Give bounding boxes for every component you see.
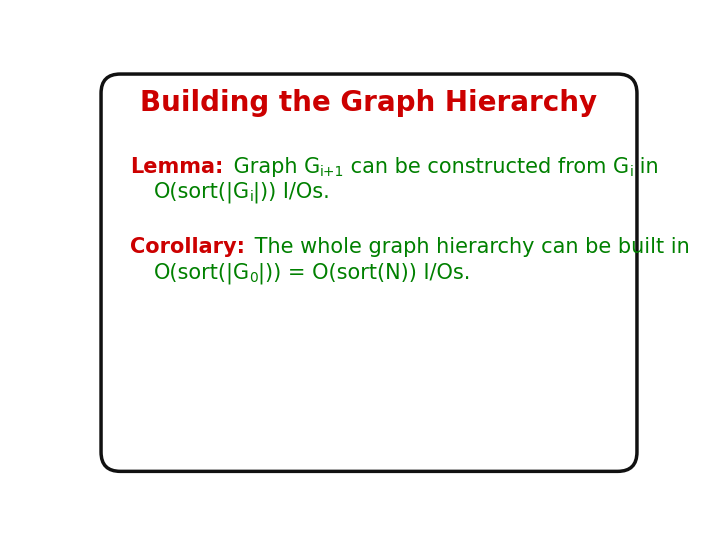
Text: i+1: i+1	[320, 165, 344, 179]
FancyBboxPatch shape	[101, 74, 637, 471]
Text: Corollary:: Corollary:	[130, 238, 246, 258]
Text: |)) = O(sort(N)) I/Os.: |)) = O(sort(N)) I/Os.	[258, 262, 471, 284]
Text: Lemma:: Lemma:	[130, 157, 224, 177]
Text: can be constructed from G: can be constructed from G	[344, 157, 629, 177]
Text: O(sort(|G: O(sort(|G	[153, 181, 250, 202]
Text: The whole graph hierarchy can be built in: The whole graph hierarchy can be built i…	[248, 238, 690, 258]
Text: Building the Graph Hierarchy: Building the Graph Hierarchy	[140, 89, 598, 117]
Text: |)) I/Os.: |)) I/Os.	[253, 181, 330, 202]
Text: i: i	[250, 190, 253, 204]
Text: 0: 0	[250, 271, 258, 285]
Text: Graph G: Graph G	[227, 157, 320, 177]
Text: O(sort(|G: O(sort(|G	[153, 262, 250, 284]
Text: i: i	[629, 165, 634, 179]
Text: in: in	[634, 157, 659, 177]
